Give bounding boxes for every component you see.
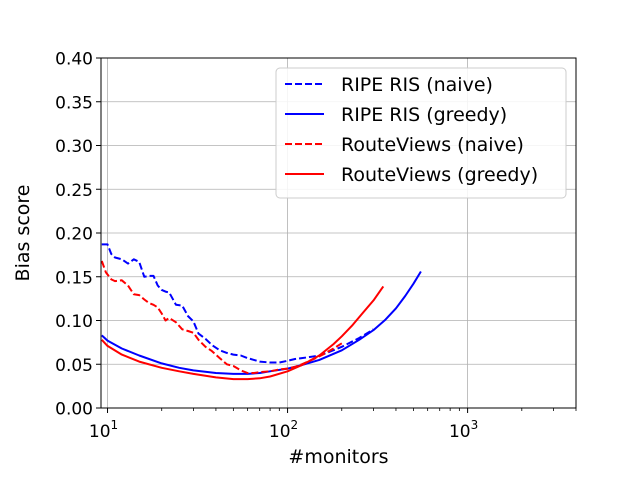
x-tick-label: 102 [269,418,298,442]
series-line [101,270,422,375]
y-tick-label: 0.40 [55,50,93,70]
y-tick-label: 0.20 [55,225,93,245]
y-tick-label: 0.30 [55,137,93,157]
series-lines [100,243,422,381]
legend-label: RIPE RIS (greedy) [341,104,507,126]
legend-label: RIPE RIS (naive) [341,74,493,96]
y-tick-label: 0.25 [55,181,93,201]
y-tick-label: 0.10 [55,312,93,332]
legend-box [275,67,567,199]
x-tick-label: 103 [449,418,478,442]
x-axis-ticks: 101 102 103 [89,408,577,442]
y-tick-label: 0.05 [55,356,93,376]
x-axis-label: #monitors [288,446,388,468]
series-line [101,285,385,381]
legend-label: RouteViews (greedy) [341,164,538,186]
y-tick-label: 0.35 [55,93,93,113]
y-tick-label: 0.15 [55,268,93,288]
y-axis-ticks: 0.00 0.05 0.10 0.15 0.20 0.25 0.30 0.35 0.40 [55,50,101,420]
series-line [101,243,375,364]
x-tick-label: 101 [89,418,118,442]
series-line [100,260,343,374]
y-tick-label: 0.00 [55,400,93,420]
y-axis-label: Bias score [12,185,34,282]
legend: RIPE RIS (naive) RIPE RIS (greedy) RouteVi… [275,67,567,199]
legend-label: RouteViews (naive) [341,134,524,156]
